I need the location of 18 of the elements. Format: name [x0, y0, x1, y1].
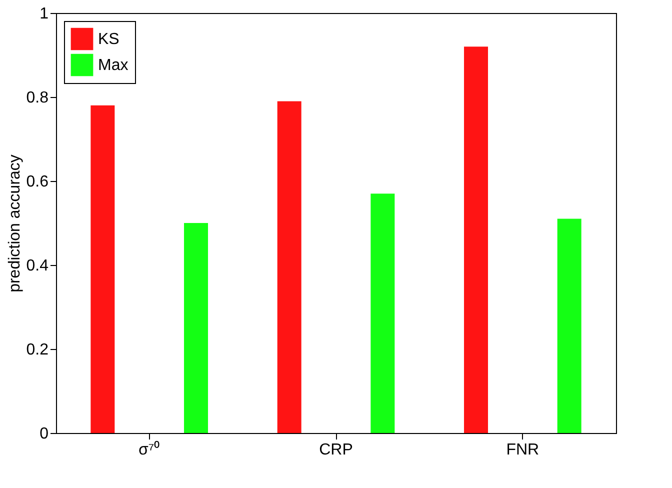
y-axis-title: prediction accuracy	[6, 154, 24, 292]
y-tick-label: 0.2	[26, 342, 49, 358]
legend-label: KS	[98, 31, 120, 48]
bar	[90, 105, 115, 433]
x-tick-label: FNR	[506, 442, 540, 458]
y-tick-label: 1	[40, 6, 49, 22]
y-tick-label: 0.6	[26, 174, 49, 190]
bar	[464, 46, 488, 433]
x-tick-label: σ⁷⁰	[138, 440, 160, 458]
bar	[277, 101, 302, 433]
y-tick-label: 0	[40, 426, 49, 442]
legend-label: Max	[98, 57, 128, 74]
y-tick-label: 0.4	[26, 258, 49, 274]
bar	[184, 223, 208, 433]
x-tick-label: CRP	[319, 442, 353, 458]
y-tick-label: 0.8	[26, 90, 49, 106]
bar	[370, 194, 395, 433]
bar	[557, 218, 582, 433]
